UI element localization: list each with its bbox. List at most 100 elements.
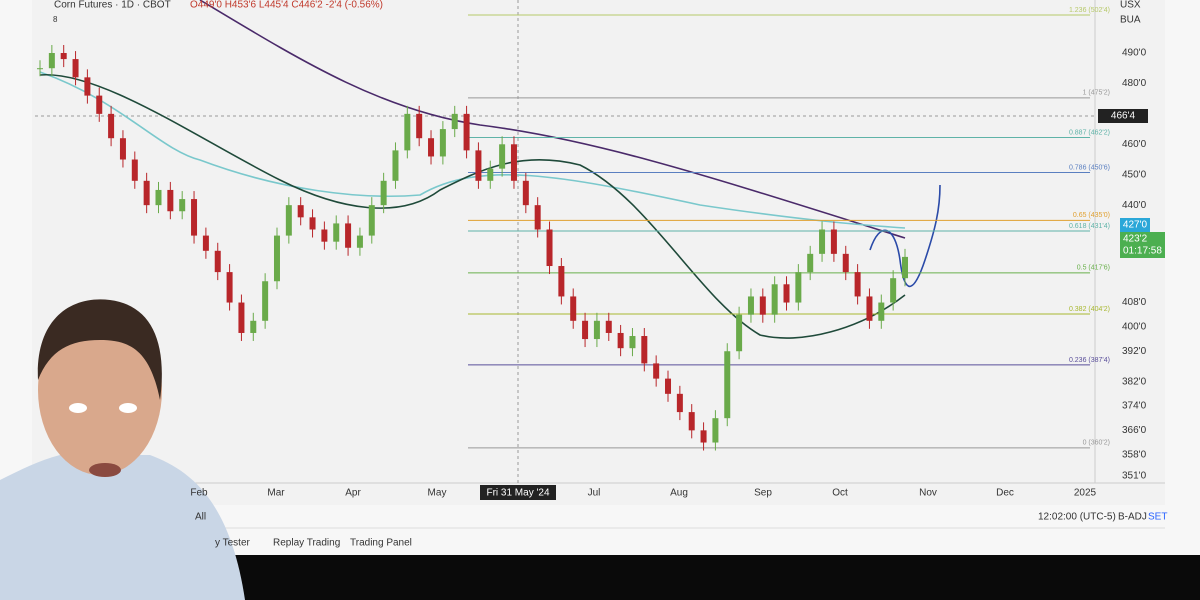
candle [736, 314, 743, 352]
tag-bg [1120, 218, 1150, 232]
adj[interactable]: B-ADJ [1118, 512, 1147, 523]
candle [665, 378, 672, 394]
price-label: 400'0 [1122, 322, 1147, 333]
candle [830, 229, 837, 254]
set[interactable]: SET [1148, 512, 1167, 523]
fib-label: 0.5 (417'6) [1077, 265, 1110, 272]
candle [72, 59, 79, 78]
candle [439, 129, 446, 157]
price-label: 440'0 [1122, 200, 1147, 211]
eye [119, 403, 137, 413]
ma-short [39, 74, 906, 339]
candle [451, 113, 458, 130]
candle [783, 284, 790, 303]
price-label: 480'0 [1122, 78, 1147, 89]
candle [119, 138, 126, 160]
tab[interactable]: y Tester [215, 538, 250, 549]
candle [617, 332, 624, 349]
fib-label: 0.887 (462'2) [1069, 129, 1110, 136]
candle [878, 302, 885, 321]
candle [191, 199, 198, 236]
candle [96, 95, 103, 114]
candle [131, 159, 138, 181]
tab[interactable]: Replay Trading [273, 538, 340, 549]
right-toolbar[interactable] [1165, 0, 1200, 555]
hair [37, 299, 162, 400]
candle [499, 144, 506, 169]
tag-bg [1098, 109, 1148, 123]
range[interactable]: All [195, 512, 206, 523]
candle [48, 53, 55, 69]
candle [226, 272, 233, 303]
candle [84, 77, 91, 96]
candle [558, 266, 565, 297]
candle [570, 296, 577, 321]
candle [546, 229, 553, 267]
fib-label: 0 (360'2) [1083, 440, 1110, 447]
candle [321, 229, 328, 242]
candle [842, 253, 849, 273]
candle [143, 180, 150, 206]
candle [688, 412, 695, 431]
candle [510, 144, 517, 181]
crosshair-date-bg [480, 485, 556, 500]
time-label: Nov [919, 488, 937, 499]
eye [69, 403, 87, 413]
candle [60, 53, 67, 60]
time-label: Dec [996, 488, 1014, 499]
symbol: Corn Futures · 1D · CBOT [54, 0, 171, 11]
candle [534, 205, 541, 230]
candle [262, 281, 269, 321]
candle [238, 302, 245, 333]
last-price: 423'2 [1123, 234, 1148, 245]
crosshair-price: 466'4 [1111, 111, 1136, 122]
candle [653, 363, 660, 379]
time-label: Aug [670, 488, 688, 499]
candle [759, 296, 766, 315]
time-label: Mar [267, 488, 285, 499]
candle [214, 250, 221, 273]
candle [593, 320, 600, 340]
candle [428, 138, 435, 157]
candle [854, 272, 861, 297]
candle [202, 235, 209, 251]
candle [463, 113, 470, 151]
level-price: 427'0 [1123, 220, 1148, 231]
fib-label: 0.786 (450'6) [1069, 164, 1110, 171]
candle [250, 320, 257, 333]
candle [356, 235, 363, 248]
time-label: Sep [754, 488, 772, 499]
clock: 12:02:00 (UTC-5) [1038, 512, 1116, 523]
tag-bg [1120, 232, 1165, 258]
fib-label: 1.236 (502'4) [1069, 7, 1110, 14]
badge: 8 [53, 15, 58, 24]
currency: USX [1120, 0, 1141, 11]
mouth [89, 463, 121, 477]
candle [368, 205, 375, 236]
person-overlay [0, 299, 245, 600]
candle [285, 205, 292, 236]
price-label: 351'0 [1122, 471, 1147, 482]
countdown: 01:17:58 [1123, 246, 1162, 257]
candle [807, 253, 814, 273]
left-toolbar[interactable] [0, 0, 32, 505]
tab[interactable]: Trading Panel [350, 538, 412, 549]
ma-mid [39, 71, 906, 229]
price-label: 392'0 [1122, 346, 1147, 357]
time-label: Apr [345, 488, 361, 499]
price-label: 374'0 [1122, 401, 1147, 412]
candle [108, 113, 115, 139]
time-label: Fri 31 May '24 [486, 488, 549, 499]
candle [582, 320, 589, 340]
fib-label: 0.236 (387'4) [1069, 357, 1110, 364]
candle [629, 336, 636, 349]
candle [404, 113, 411, 151]
price-label: 358'0 [1122, 449, 1147, 460]
candle [345, 223, 352, 248]
candle [819, 229, 826, 254]
candle [724, 351, 731, 419]
fib-label: 0.618 (431'4) [1069, 223, 1110, 230]
candle [700, 430, 707, 443]
face [38, 305, 162, 475]
